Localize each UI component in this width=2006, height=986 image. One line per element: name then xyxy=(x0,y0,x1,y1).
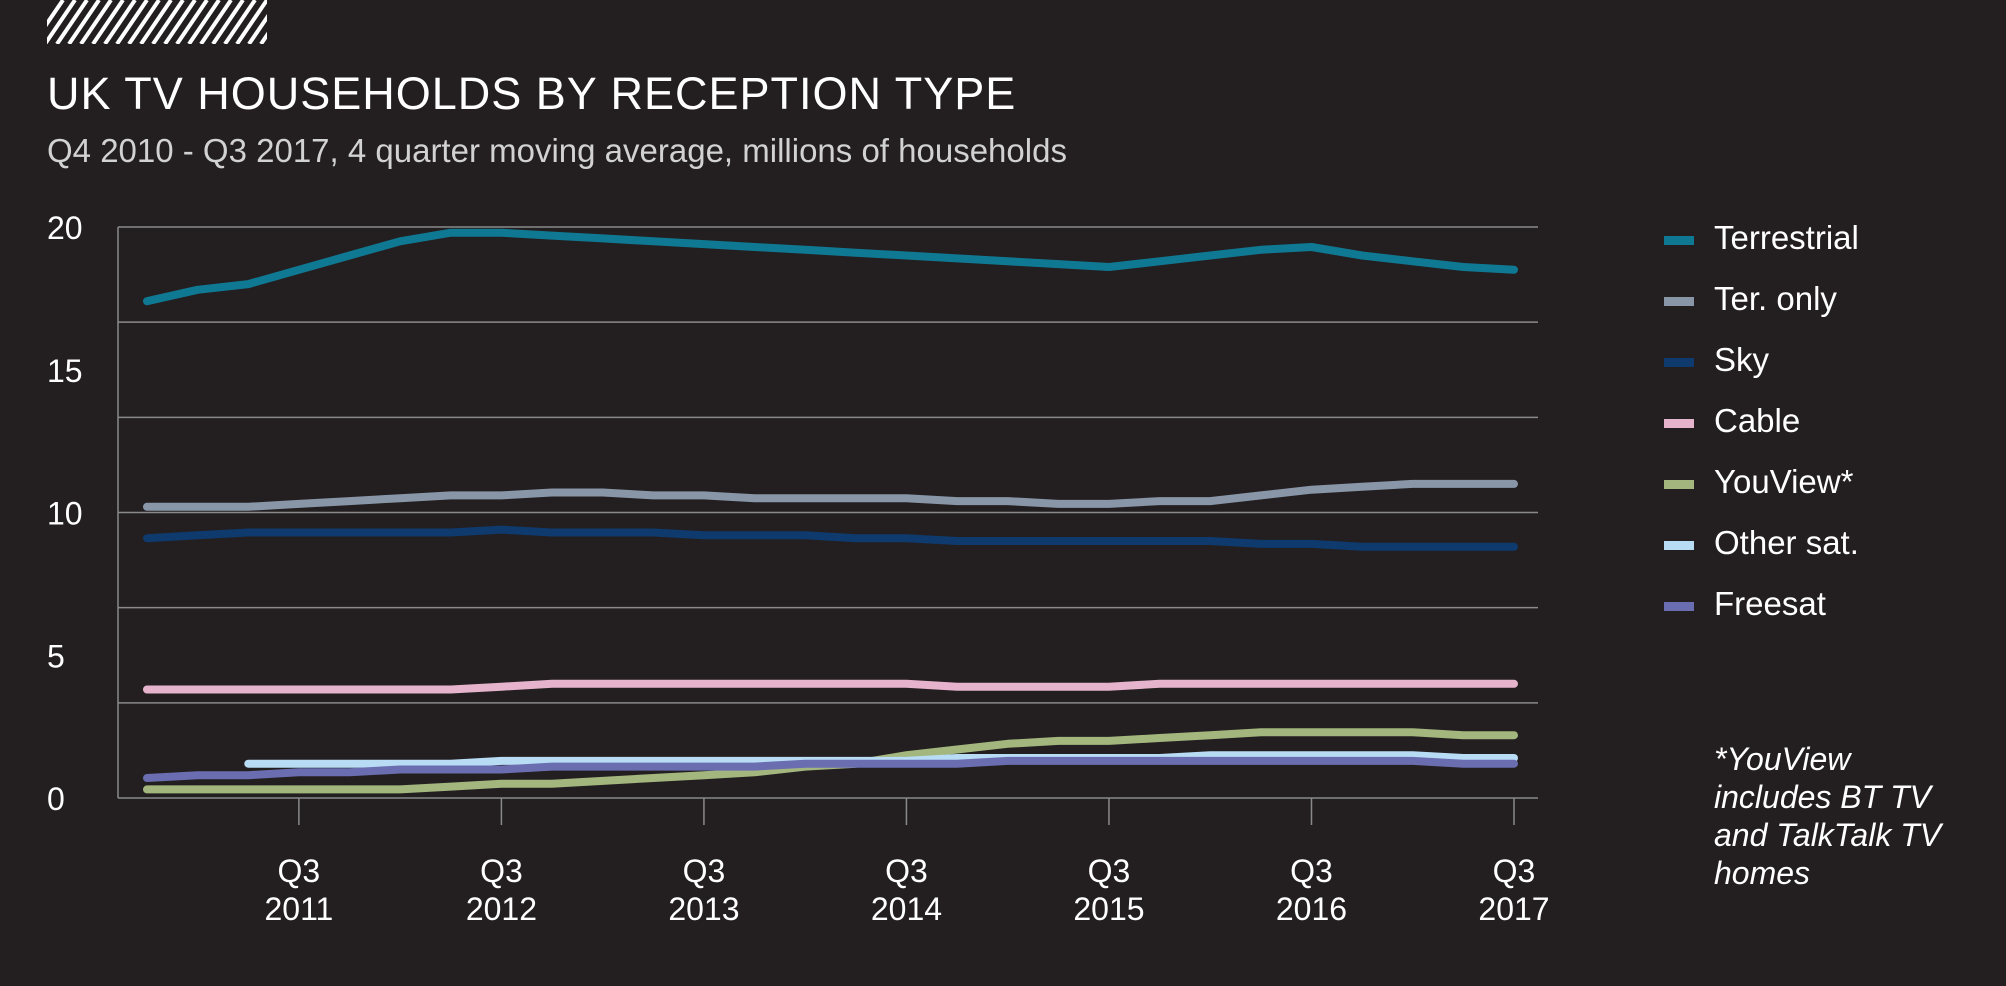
legend-item-sky: Sky xyxy=(1664,335,1964,396)
legend-label: Terrestrial xyxy=(1714,219,1859,256)
gridlines xyxy=(118,226,1538,799)
header-hatch-decoration xyxy=(47,0,267,44)
legend-swatch xyxy=(1664,541,1694,550)
legend-label: Sky xyxy=(1714,341,1770,378)
legend-swatch xyxy=(1664,602,1694,611)
legend-item-freesat: Freesat xyxy=(1664,579,1964,640)
x-tick-label-quarter: Q3 xyxy=(480,853,523,889)
legend-item-terrestrial: Terrestrial xyxy=(1664,213,1964,274)
legend-swatch xyxy=(1664,419,1694,428)
legend: Terrestrial Ter. only Sky Cable YouView* Othe… xyxy=(1664,213,1964,640)
series-line-sky xyxy=(143,525,1518,551)
x-tick-label-quarter: Q3 xyxy=(885,853,928,889)
legend-item-other-sat: Other sat. xyxy=(1664,518,1964,579)
axes: 05101520Q32011Q32012Q32013Q32014Q32015Q3… xyxy=(47,210,1550,927)
series-line-cable xyxy=(143,679,1518,694)
x-tick-label-quarter: Q3 xyxy=(278,853,321,889)
chart-subtitle: Q4 2010 - Q3 2017, 4 quarter moving aver… xyxy=(47,132,1067,169)
y-tick-label: 5 xyxy=(47,638,65,674)
x-tick-label-quarter: Q3 xyxy=(1088,853,1131,889)
legend-swatch xyxy=(1664,358,1694,367)
x-tick-label-quarter: Q3 xyxy=(1493,853,1536,889)
x-tick-label-year: 2016 xyxy=(1276,891,1347,927)
legend-label: YouView* xyxy=(1714,463,1854,500)
legend-swatch xyxy=(1664,236,1694,245)
x-tick-label-year: 2011 xyxy=(264,891,333,927)
x-tick-label-year: 2015 xyxy=(1073,891,1144,927)
series-lines xyxy=(143,228,1518,794)
series-line-ter-only xyxy=(143,479,1518,511)
legend-label: Freesat xyxy=(1714,585,1826,622)
legend-swatch xyxy=(1664,480,1694,489)
y-tick-label: 20 xyxy=(47,210,83,246)
legend-label: Cable xyxy=(1714,402,1801,439)
y-tick-label: 15 xyxy=(47,353,83,389)
x-tick-label-quarter: Q3 xyxy=(1290,853,1333,889)
y-tick-label: 0 xyxy=(47,781,65,817)
series-line-freesat xyxy=(143,756,1518,782)
x-tick-label-year: 2013 xyxy=(668,891,739,927)
footnote: *YouView includes BT TV and TalkTalk TV … xyxy=(1714,741,1942,891)
legend-swatch xyxy=(1664,297,1694,306)
y-tick-label: 10 xyxy=(47,496,83,532)
legend-item-youview: YouView* xyxy=(1664,457,1964,518)
series-line-terrestrial xyxy=(143,228,1518,306)
chart-title: UK TV HOUSEHOLDS BY RECEPTION TYPE xyxy=(47,68,1017,119)
legend-item-ter-only: Ter. only xyxy=(1664,274,1964,335)
x-tick-label-year: 2014 xyxy=(871,891,942,927)
x-tick-label-quarter: Q3 xyxy=(683,853,726,889)
legend-label: Ter. only xyxy=(1714,280,1837,317)
x-tick-label-year: 2012 xyxy=(466,891,537,927)
legend-label: Other sat. xyxy=(1714,524,1859,561)
x-tick-label-year: 2017 xyxy=(1478,891,1549,927)
legend-item-cable: Cable xyxy=(1664,396,1964,457)
